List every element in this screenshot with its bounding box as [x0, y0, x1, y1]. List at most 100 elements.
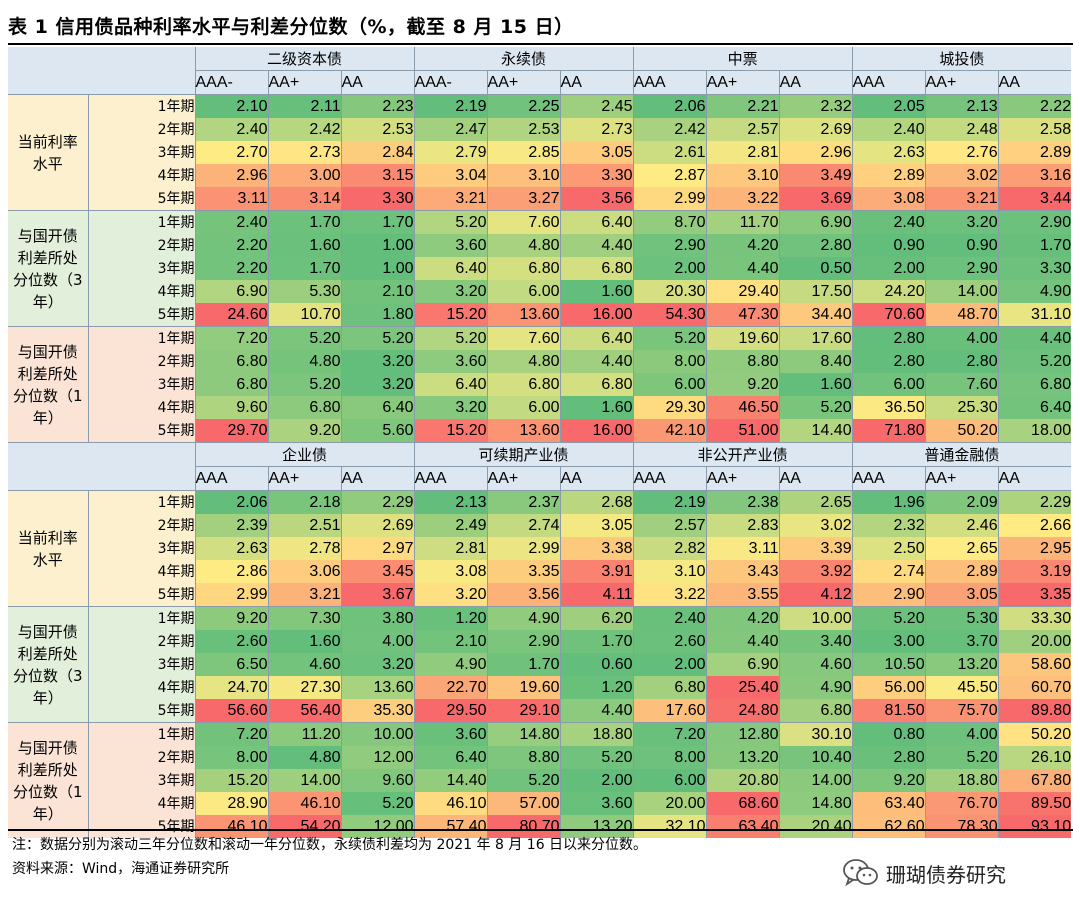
rating-header: AA: [998, 70, 1072, 95]
value-cell: 6.80: [560, 257, 634, 280]
value-cell: 32.10: [633, 815, 707, 838]
value-cell: 6.40: [560, 210, 634, 234]
value-cell: 6.90: [195, 280, 269, 303]
value-cell: 8.80: [706, 350, 780, 373]
group-header: 城投债: [852, 47, 1072, 71]
value-cell: 2.89: [925, 560, 999, 583]
value-cell: 2.90: [998, 210, 1072, 234]
term-label: 5年期: [88, 187, 196, 211]
value-cell: 5.20: [268, 326, 342, 350]
value-cell: 3.20: [925, 210, 999, 234]
value-cell: 2.74: [852, 560, 926, 583]
value-cell: 4.60: [268, 653, 342, 676]
value-cell: 2.00: [560, 769, 634, 792]
rating-header: AA+: [487, 70, 561, 95]
value-cell: 2.57: [706, 118, 780, 141]
value-cell: 10.00: [779, 606, 853, 630]
value-cell: 4.00: [925, 722, 999, 746]
value-cell: 3.30: [341, 187, 415, 211]
term-label: 3年期: [88, 141, 196, 164]
value-cell: 2.99: [195, 583, 269, 607]
term-label: 1年期: [88, 94, 196, 118]
value-cell: 3.00: [852, 630, 926, 653]
value-cell: 5.20: [779, 396, 853, 419]
table-row: 当前利率 水平 1年期 2.06 2.18 2.29 2.13 2.37 2.68 2.19 2.…: [8, 490, 1072, 607]
value-cell: 2.76: [925, 141, 999, 164]
value-cell: 2.23: [341, 94, 415, 118]
value-cell: 58.60: [998, 653, 1072, 676]
table-row: 3年期 6.80 5.20 3.20 6.40 6.80 6.80 6.00 9.20 1.60 6…: [8, 373, 1072, 396]
value-cell: 3.60: [414, 234, 488, 257]
value-cell: 3.21: [414, 187, 488, 211]
value-cell: 14.40: [414, 769, 488, 792]
value-cell: 3.55: [706, 583, 780, 607]
value-cell: 50.20: [925, 419, 999, 443]
value-cell: 7.60: [487, 326, 561, 350]
value-cell: 24.20: [852, 280, 926, 303]
value-cell: 3.02: [779, 514, 853, 537]
value-cell: 2.42: [633, 118, 707, 141]
value-cell: 42.10: [633, 419, 707, 443]
value-cell: 2.00: [852, 257, 926, 280]
value-cell: 3.00: [268, 164, 342, 187]
value-cell: 3.06: [268, 560, 342, 583]
rating-header: AA+: [925, 70, 999, 95]
term-label: 2年期: [88, 234, 196, 257]
value-cell: 57.40: [414, 815, 488, 838]
value-cell: 17.60: [633, 699, 707, 723]
value-cell: 10.70: [268, 303, 342, 327]
value-cell: 1.00: [341, 257, 415, 280]
value-cell: 6.80: [779, 699, 853, 723]
table-row: 4年期 2.86 3.06 3.45 3.08 3.35 3.91 3.10 3.43 3.92 2…: [8, 560, 1072, 583]
value-cell: 89.80: [998, 699, 1072, 723]
term-label: 2年期: [88, 630, 196, 653]
block-label: 与国开债 利差所处 分位数（3 年）: [8, 606, 89, 723]
table-row: 2年期 2.60 1.60 4.00 2.10 2.90 1.70 2.60 4.40 3.40 3…: [8, 630, 1072, 653]
value-cell: 2.80: [852, 350, 926, 373]
value-cell: 16.00: [560, 419, 634, 443]
value-cell: 8.70: [633, 210, 707, 234]
bottom-rule: [8, 829, 1073, 831]
value-cell: 2.80: [852, 746, 926, 769]
value-cell: 9.20: [268, 419, 342, 443]
value-cell: 2.53: [487, 118, 561, 141]
value-cell: 2.90: [633, 234, 707, 257]
table-row: 2年期 2.20 1.60 1.00 3.60 4.80 4.40 2.90 4.20 2.80 0…: [8, 234, 1072, 257]
value-cell: 63.40: [852, 792, 926, 815]
table-row: 与国开债 利差所处 分位数（1 年） 1年期 7.20 11.20 10.00 3.60 1…: [8, 722, 1072, 838]
value-cell: 3.08: [852, 187, 926, 211]
value-cell: 4.00: [341, 630, 415, 653]
rating-header: AA+: [487, 466, 561, 491]
term-label: 1年期: [88, 490, 196, 514]
group-header: 中票: [633, 47, 853, 71]
value-cell: 2.10: [341, 280, 415, 303]
term-label: 4年期: [88, 164, 196, 187]
value-cell: 4.90: [998, 280, 1072, 303]
term-label: 2年期: [88, 514, 196, 537]
group-header: 普通金融债: [852, 442, 1072, 467]
value-cell: 1.60: [560, 396, 634, 419]
term-label: 3年期: [88, 537, 196, 560]
value-cell: 15.20: [414, 419, 488, 443]
value-cell: 6.50: [195, 653, 269, 676]
value-cell: 24.70: [195, 676, 269, 699]
value-cell: 4.80: [487, 350, 561, 373]
value-cell: 19.60: [706, 326, 780, 350]
value-cell: 6.00: [633, 769, 707, 792]
table-row: 5年期 2.99 3.21 3.67 3.20 3.56 4.11 3.22 3.55 4.12 2…: [8, 583, 1072, 607]
value-cell: 2.19: [633, 490, 707, 514]
value-cell: 2.20: [195, 257, 269, 280]
value-cell: 2.09: [925, 490, 999, 514]
value-cell: 3.43: [706, 560, 780, 583]
table-row: 5年期 29.70 9.20 5.60 15.20 13.60 16.00 42.10 51.0…: [8, 419, 1072, 443]
value-cell: 6.80: [195, 373, 269, 396]
value-cell: 2.25: [487, 94, 561, 118]
value-cell: 46.50: [706, 396, 780, 419]
value-cell: 2.20: [195, 234, 269, 257]
value-cell: 2.63: [852, 141, 926, 164]
rating-header: AAA: [195, 466, 269, 491]
value-cell: 2.18: [268, 490, 342, 514]
value-cell: 45.50: [925, 676, 999, 699]
value-cell: 2.84: [341, 141, 415, 164]
value-cell: 8.00: [195, 746, 269, 769]
